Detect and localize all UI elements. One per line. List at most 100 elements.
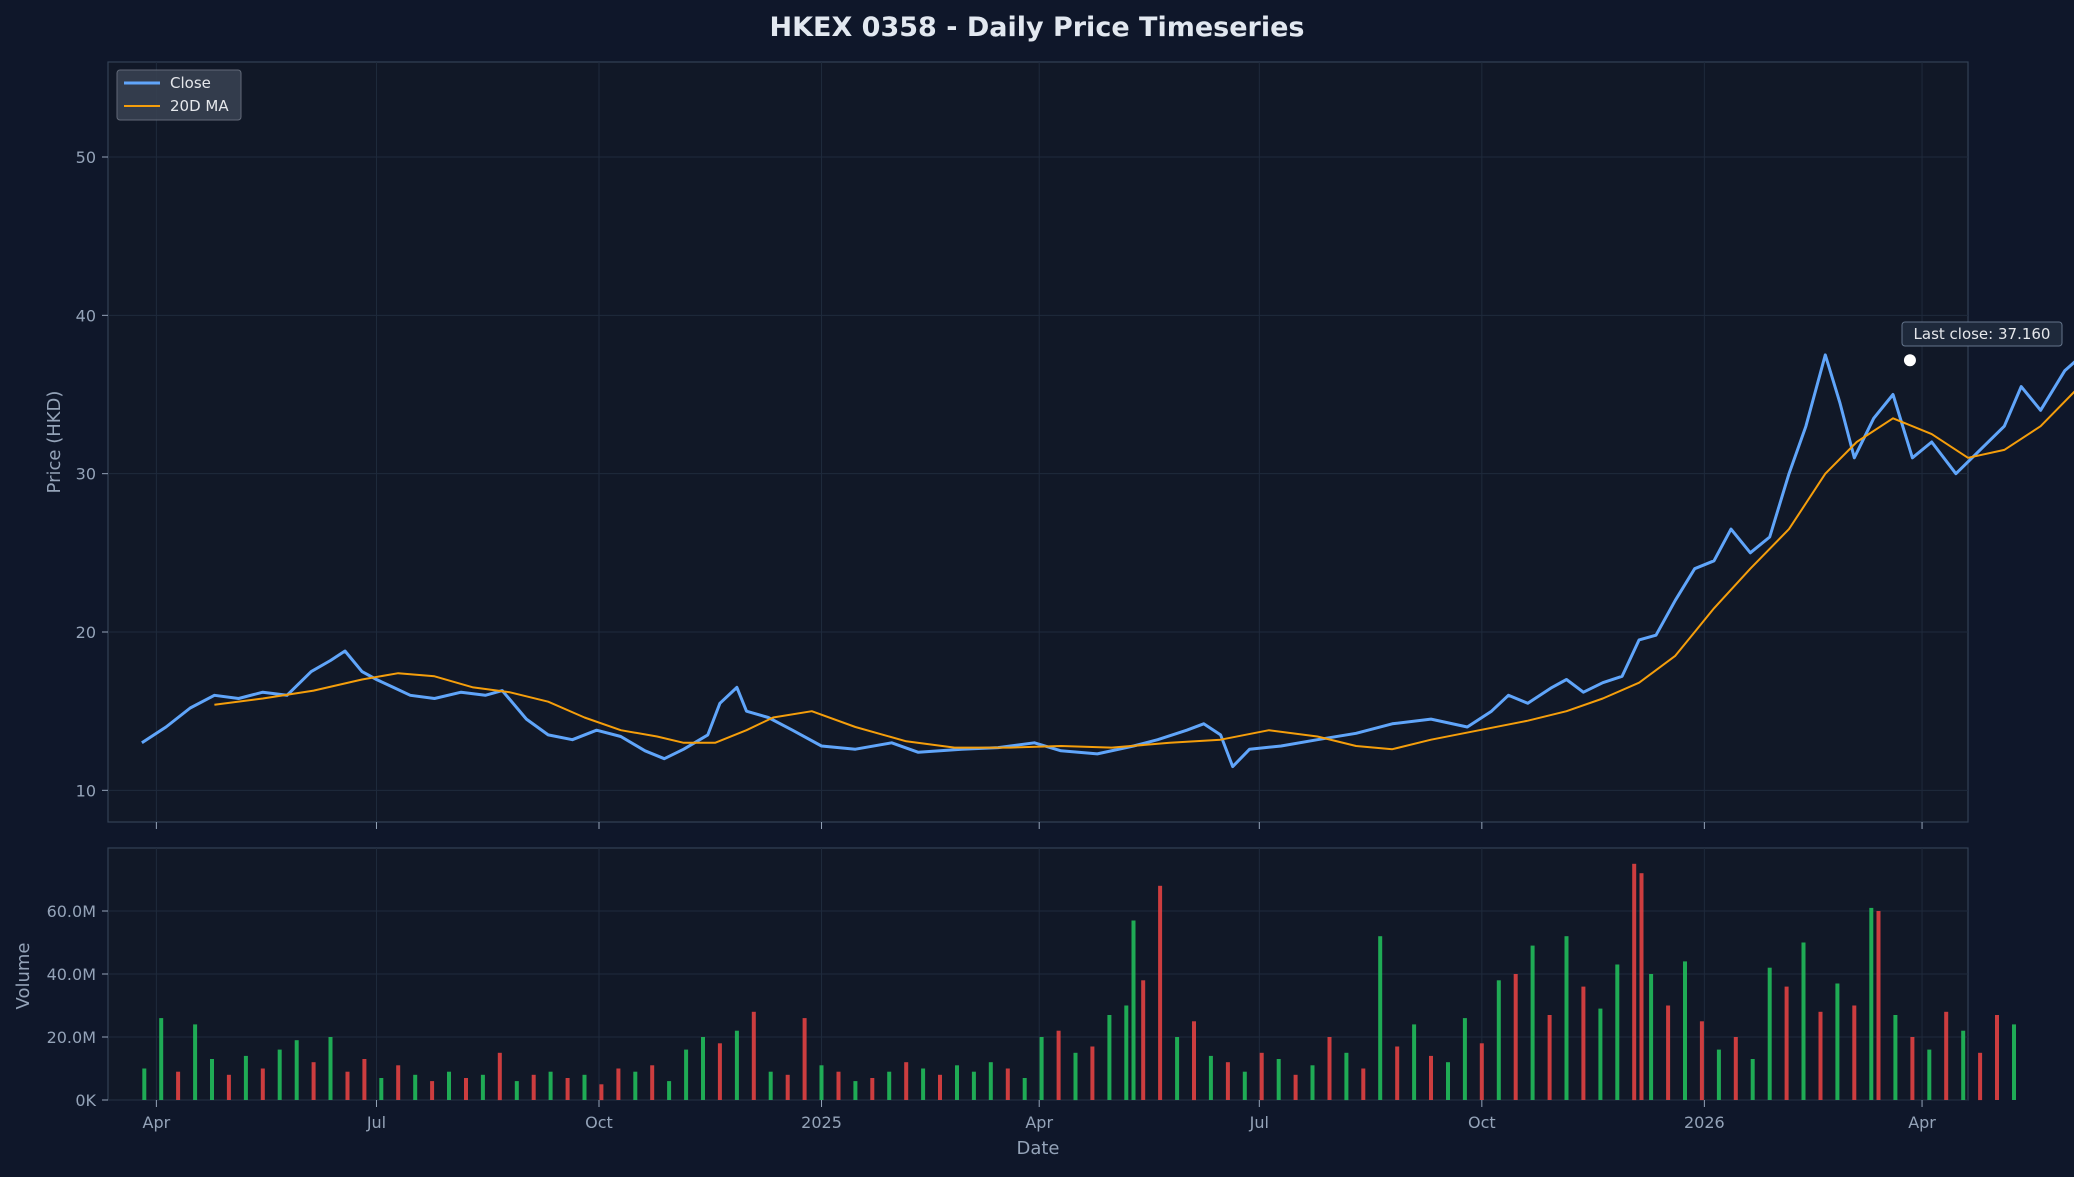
price-y-axis-label: Price (HKD) bbox=[44, 391, 65, 494]
chart-title: HKEX 0358 - Daily Price Timeseries bbox=[769, 12, 1304, 43]
volume-bar bbox=[413, 1074, 418, 1100]
volume-bar bbox=[1733, 1037, 1738, 1100]
volume-bar bbox=[971, 1071, 976, 1100]
volume-bar bbox=[921, 1068, 926, 1100]
volume-bar bbox=[1259, 1052, 1264, 1101]
volume-bar bbox=[1716, 1049, 1721, 1100]
volume-bar bbox=[582, 1074, 587, 1100]
volume-bar bbox=[480, 1074, 485, 1100]
volume-bar bbox=[1090, 1046, 1095, 1100]
x-tick-label: Oct bbox=[585, 1113, 613, 1132]
volume-bar bbox=[1208, 1055, 1213, 1100]
volume-bar bbox=[497, 1052, 502, 1101]
volume-bar bbox=[633, 1071, 638, 1100]
volume-bar bbox=[1310, 1065, 1315, 1100]
date-x-ticks: Apr Jul Oct 2025 Apr Jul Oct 2026 Apr bbox=[143, 822, 1936, 1132]
volume-bar bbox=[988, 1062, 993, 1100]
volume-bar bbox=[1327, 1037, 1332, 1100]
volume-bar bbox=[1927, 1049, 1932, 1100]
price-y-tick-label: 10 bbox=[76, 781, 96, 800]
volume-bar bbox=[1666, 1005, 1671, 1100]
volume-bar bbox=[768, 1071, 773, 1100]
volume-bar bbox=[1242, 1071, 1247, 1100]
volume-bar bbox=[396, 1065, 401, 1100]
last-close-box bbox=[1901, 321, 2063, 347]
volume-bar bbox=[243, 1055, 248, 1100]
volume-gridlines bbox=[108, 848, 1968, 1101]
x-tick-label: Apr bbox=[143, 1113, 171, 1132]
volume-bar bbox=[1462, 1018, 1467, 1100]
volume-bar bbox=[1869, 907, 1874, 1100]
volume-bar bbox=[1598, 1008, 1603, 1100]
volume-bar bbox=[870, 1078, 875, 1100]
volume-bar bbox=[1293, 1074, 1298, 1100]
volume-bar bbox=[1378, 936, 1383, 1100]
price-y-tick-label: 20 bbox=[76, 623, 96, 642]
volume-bar bbox=[1961, 1030, 1966, 1100]
volume-bar bbox=[294, 1040, 299, 1100]
volume-bars bbox=[142, 863, 2016, 1101]
volume-bar bbox=[2012, 1024, 2016, 1100]
volume-bar bbox=[616, 1068, 621, 1100]
volume-y-tick-label: 40.0M bbox=[47, 965, 96, 984]
volume-bar bbox=[1429, 1055, 1433, 1100]
volume-bar bbox=[802, 1018, 807, 1100]
volume-bar bbox=[277, 1049, 282, 1100]
volume-bar bbox=[684, 1049, 689, 1100]
volume-bar bbox=[1615, 964, 1620, 1100]
volume-bar bbox=[1784, 986, 1789, 1100]
volume-bar bbox=[1910, 1037, 1915, 1100]
volume-bar bbox=[1547, 1015, 1552, 1100]
volume-bar bbox=[853, 1081, 858, 1100]
volume-bar bbox=[210, 1059, 214, 1100]
price-y-ticks: 10 20 30 40 50 bbox=[76, 148, 108, 800]
moving-average-line bbox=[214, 390, 2074, 751]
volume-bar bbox=[1496, 980, 1501, 1100]
volume-bar bbox=[464, 1078, 468, 1100]
volume-bar bbox=[1225, 1062, 1230, 1100]
x-tick-label: Apr bbox=[1908, 1113, 1936, 1132]
volume-bar bbox=[345, 1071, 350, 1100]
volume-bar bbox=[328, 1037, 333, 1100]
volume-y-tick-label: 20.0M bbox=[47, 1028, 96, 1047]
volume-bar bbox=[142, 1068, 147, 1100]
volume-bar bbox=[1978, 1052, 1983, 1101]
volume-bar bbox=[1835, 983, 1840, 1100]
volume-bar bbox=[1395, 1046, 1400, 1100]
close-price-line bbox=[141, 353, 2074, 769]
volume-bar bbox=[1876, 911, 1881, 1100]
volume-bar bbox=[1699, 1021, 1704, 1101]
x-tick-label: Oct bbox=[1468, 1113, 1496, 1132]
last-close-annotation: Last close: 37.160 bbox=[1901, 321, 2063, 347]
volume-bar bbox=[1446, 1062, 1450, 1100]
volume-bar bbox=[667, 1081, 672, 1100]
volume-bar bbox=[362, 1059, 367, 1100]
volume-bar bbox=[751, 1011, 756, 1100]
volume-bar bbox=[1750, 1059, 1755, 1100]
volume-y-tick-label: 60.0M bbox=[47, 902, 96, 921]
volume-bar bbox=[1131, 920, 1136, 1100]
legend-label-ma: 20D MA bbox=[170, 97, 229, 115]
volume-bar bbox=[176, 1071, 181, 1100]
volume-bar bbox=[1581, 986, 1586, 1100]
volume-bar bbox=[1276, 1059, 1281, 1100]
price-y-tick-label: 50 bbox=[76, 148, 96, 167]
volume-bar bbox=[1107, 1015, 1112, 1100]
volume-bar bbox=[599, 1084, 604, 1101]
volume-bar bbox=[1530, 945, 1535, 1100]
last-close-label: Last close: 37.160 bbox=[1914, 325, 2051, 343]
price-y-tick-label: 30 bbox=[76, 465, 96, 484]
volume-bar bbox=[734, 1030, 739, 1100]
volume-bar bbox=[1344, 1052, 1349, 1101]
x-tick-label: Apr bbox=[1025, 1113, 1053, 1132]
volume-bar bbox=[1141, 980, 1146, 1100]
volume-bar bbox=[311, 1062, 316, 1100]
volume-bar bbox=[1564, 936, 1569, 1100]
volume-bar bbox=[701, 1037, 705, 1100]
price-panel bbox=[107, 61, 1969, 823]
volume-bar bbox=[938, 1074, 942, 1100]
volume-bar bbox=[904, 1062, 909, 1100]
legend: Close 20D MA bbox=[116, 69, 242, 121]
